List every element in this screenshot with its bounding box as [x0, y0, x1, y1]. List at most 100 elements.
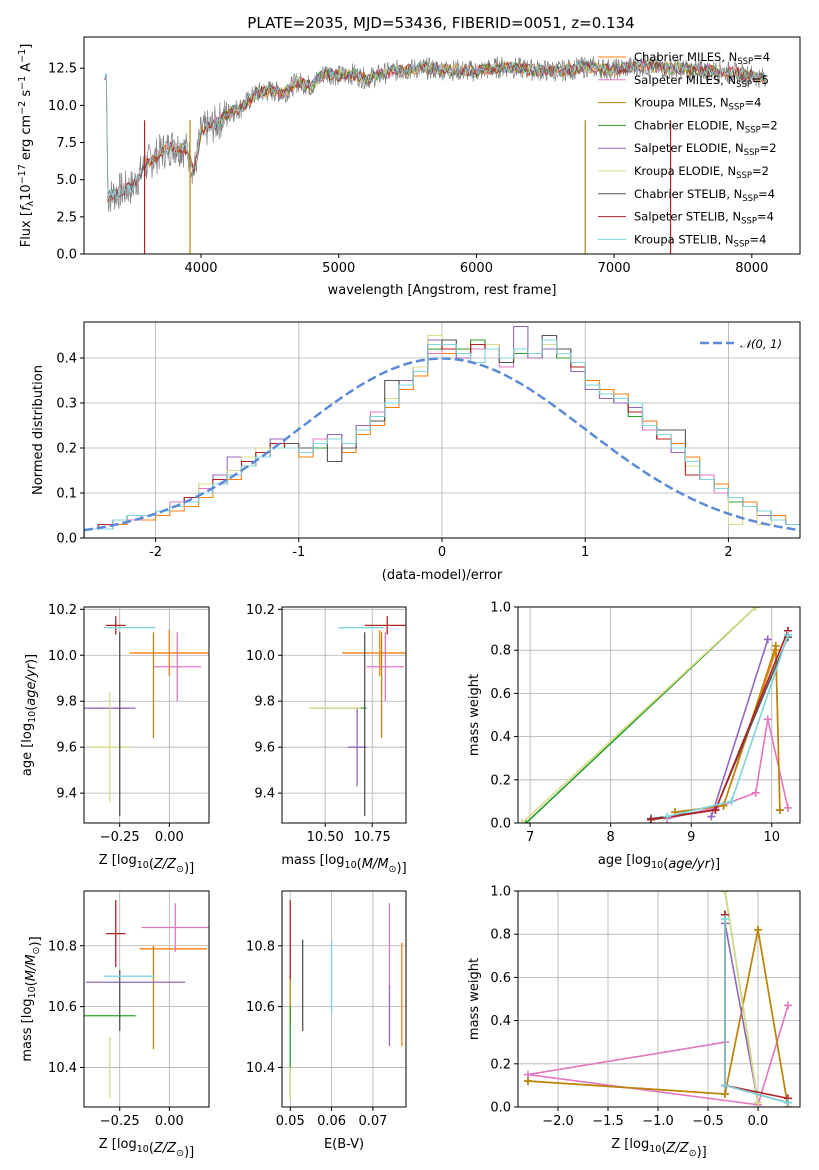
x-tick-label: 0.07 [358, 1114, 387, 1129]
weight-vs-age-panel: 7 8 9 10 0.0 0.2 0.4 0.6 0.8 1.0 age [log10(age/yr… [467, 601, 801, 872]
x-tick-label: 0 [438, 545, 446, 560]
weight-line-salpeter-miles [527, 1005, 789, 1106]
axes-frame [517, 606, 801, 824]
mass-vs-EBV-plot-area [289, 900, 403, 1098]
y-tick-label: 0.0 [56, 248, 77, 263]
y-tick-label: 1.0 [490, 601, 511, 616]
mass-vs-Z-y-label: mass [log10(M/M⊙)] [20, 936, 43, 1061]
weight-vs-Z-x-label: Z [log10(Z/Z⊙)] [611, 1137, 706, 1160]
weight-marker [763, 715, 772, 724]
y-tick-label: 9.8 [254, 695, 275, 710]
y-tick-label: 7.5 [56, 136, 77, 151]
y-tick-label: 10.8 [246, 939, 275, 954]
residuals-panel: -2 -1 0 1 2 0.0 0.1 0.2 0.3 0.4 (data-model)/error… [31, 321, 801, 583]
weight-marker [711, 806, 720, 815]
y-tick-label: 0.2 [490, 773, 511, 788]
legend-entry-label: Salpeter STELIB, NSSP=4 [634, 210, 774, 227]
weight-line-salpeter-elodie [710, 639, 769, 817]
weight-line-kroupa-elodie [521, 607, 757, 823]
weight-line-kroupa-elodie [724, 891, 759, 1103]
x-tick-label: −0.5 [692, 1114, 724, 1129]
x-tick-label: 10 [764, 830, 781, 845]
weight-vs-Z-plot-area [524, 891, 792, 1107]
y-tick-label: 1.0 [490, 885, 511, 900]
x-tick-label: 2 [724, 545, 732, 560]
axes-frame [281, 890, 407, 1108]
grid-lines [282, 891, 406, 1107]
weight-vs-age-x-label: age [log10(age/yr)] [598, 853, 720, 872]
y-tick-label: 0.8 [490, 644, 511, 659]
x-tick-label: 0.06 [317, 1114, 346, 1129]
y-tick-label: 0.0 [490, 817, 511, 832]
y-tick-label: 0.2 [56, 442, 77, 457]
y-tick-label: 0.1 [56, 487, 77, 502]
figure-title: PLATE=2035, MJD=53436, FIBERID=0051, z=0… [247, 14, 634, 32]
weight-line-kroupa-miles [674, 645, 781, 813]
age-vs-mass-x-label: mass [log10(M/M⊙)] [281, 853, 406, 876]
spectrum-legend: Chabrier MILES, NSSP=4 Salpeter MILES, NS… [598, 50, 778, 249]
y-tick-label: 10.6 [48, 1000, 77, 1015]
weight-line-salpeter-miles [666, 719, 789, 820]
y-tick-label: 9.6 [56, 741, 77, 756]
x-tick-label: 10.50 [307, 830, 344, 845]
legend-entry-label: Kroupa STELIB, NSSP=4 [634, 232, 766, 249]
weight-vs-age-plot-area [518, 607, 792, 823]
grid-lines [84, 891, 209, 1107]
axes-frame [83, 606, 210, 824]
weight-marker [721, 1090, 729, 1099]
y-tick-label: 2.5 [56, 210, 77, 225]
age-vs-mass-panel: 10.50 10.75 9.4 9.6 9.8 10.0 10.2 mass [log10(M… [246, 603, 407, 876]
residuals-plot-area [84, 325, 800, 538]
y-tick-label: 0.4 [490, 1014, 511, 1029]
y-tick-label: 10.2 [246, 603, 275, 618]
legend-entry-label: Salpeter MILES, NSSP=5 [634, 73, 769, 90]
grid-lines [84, 322, 800, 539]
y-tick-label: 0.8 [490, 928, 511, 943]
age-vs-mass-plot-area [308, 616, 406, 817]
x-tick-label: 6000 [460, 261, 493, 276]
axes-frame [83, 890, 210, 1108]
y-tick-label: 10.0 [48, 649, 77, 664]
weight-marker [771, 641, 780, 650]
legend-entry-label: Chabrier STELIB, NSSP=4 [634, 187, 775, 204]
mass-vs-Z-plot-area [84, 900, 209, 1098]
residuals-x-label: (data-model)/error [382, 568, 503, 583]
y-tick-label: 0.4 [490, 730, 511, 745]
y-tick-label: 10.8 [48, 939, 77, 954]
x-tick-label: 0.00 [155, 830, 184, 845]
weight-marker [646, 815, 655, 823]
y-tick-label: 0.3 [56, 397, 77, 412]
weight-line-chabrier-miles [674, 649, 781, 813]
weight-marker [721, 915, 729, 924]
weight-marker [784, 1098, 792, 1107]
grid-lines [518, 890, 800, 1108]
y-tick-label: 10.6 [246, 1000, 275, 1015]
axes-frame [517, 890, 801, 1108]
y-tick-label: 0.0 [490, 1101, 511, 1116]
axes-frame [281, 606, 407, 824]
histogram-step-kroupa-stelib [84, 339, 800, 538]
y-tick-label: 9.6 [254, 741, 275, 756]
weight-marker [727, 797, 736, 806]
weight-marker [751, 607, 760, 611]
weight-vs-age-y-label: mass weight [467, 674, 482, 756]
y-tick-label: 10.0 [246, 649, 275, 664]
weight-marker [518, 819, 527, 823]
residuals-y-label: Normed distribution [31, 365, 46, 495]
y-tick-label: 9.4 [56, 787, 77, 802]
y-tick-label: 0.6 [490, 971, 511, 986]
x-tick-label: 0.0 [748, 1114, 769, 1129]
y-tick-label: 10.4 [246, 1061, 275, 1076]
weight-marker [775, 806, 784, 815]
x-tick-label: −2.0 [542, 1114, 574, 1129]
x-tick-label: 8000 [735, 261, 768, 276]
weight-marker [721, 1081, 729, 1090]
legend-entry-label: Chabrier ELODIE, NSSP=2 [634, 118, 778, 135]
x-tick-label: -2 [149, 545, 162, 560]
x-tick-label: −0.25 [100, 1114, 140, 1129]
weight-marker [754, 1098, 762, 1107]
grid-lines [282, 607, 406, 823]
x-tick-label: 10.75 [354, 830, 391, 845]
x-tick-label: 0.05 [276, 1114, 305, 1129]
spectrum-panel: 4000 5000 6000 7000 8000 0.0 2.5 5.0 7.5 10.0 12.5… [17, 36, 801, 298]
